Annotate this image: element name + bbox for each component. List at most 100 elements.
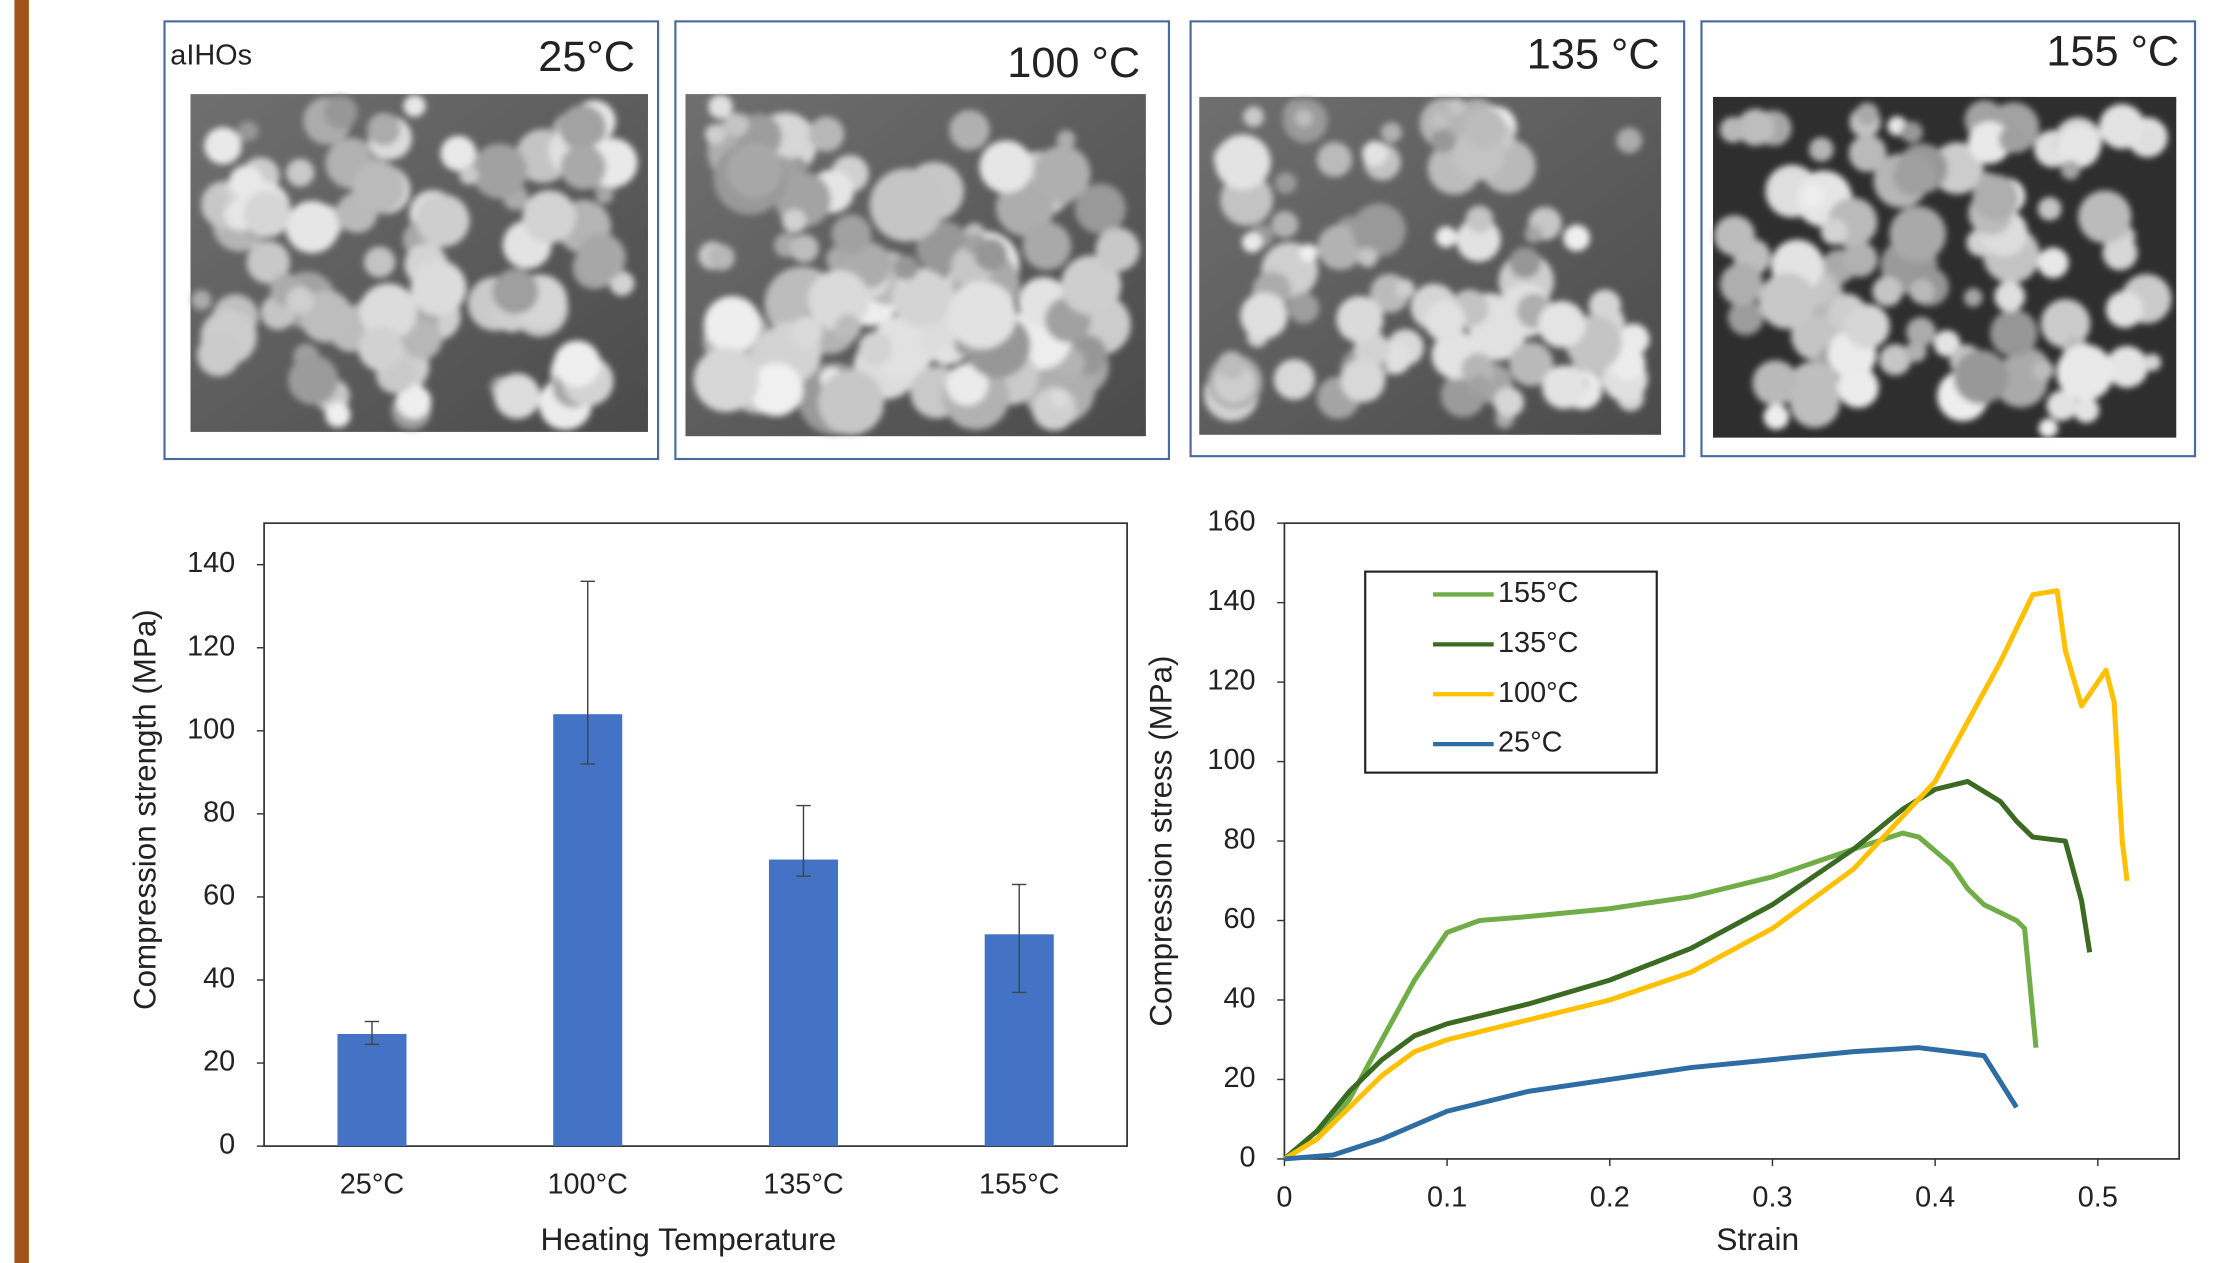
sem-particle — [791, 317, 822, 348]
sem-particle — [286, 159, 314, 187]
sem-particle — [1023, 222, 1072, 270]
sem-particle — [367, 113, 400, 146]
sem-particle — [1821, 218, 1848, 244]
sem-particle — [1317, 142, 1352, 177]
sem-particle — [1990, 310, 2038, 357]
sem-particle — [1336, 296, 1383, 343]
sem-particle — [1893, 154, 1936, 196]
sem-particle — [243, 190, 291, 237]
y-tick-label: 80 — [203, 797, 235, 829]
sem-particle — [1720, 117, 1746, 143]
sem-particle — [1431, 113, 1448, 130]
sem-particle — [818, 370, 884, 435]
sem-particle — [1436, 226, 1457, 247]
sem-particle — [577, 234, 625, 282]
sem-particle — [979, 141, 1032, 193]
sem-particle — [1509, 247, 1541, 278]
y-tick-label: 20 — [203, 1046, 235, 1078]
x-tick-label: 0 — [1276, 1182, 1292, 1214]
sem-particle — [1906, 317, 1936, 346]
sem-particle — [2073, 397, 2099, 422]
sem-particle — [288, 355, 338, 405]
sem-particle — [858, 332, 892, 366]
sem-particle — [782, 209, 806, 233]
sem-particle — [1809, 137, 1834, 161]
page: {"panels": [ {"sample": "aIHOs", "label"… — [0, 0, 2234, 1263]
sem-particle — [1801, 184, 1825, 208]
sem-particle — [1217, 351, 1245, 379]
sem-particle — [832, 215, 872, 254]
sem-particle — [2144, 354, 2162, 371]
x-tick-label: 0.2 — [1590, 1182, 1630, 1214]
bar — [769, 860, 838, 1147]
panel-label: 100 °C — [1007, 39, 1140, 87]
sem-particle — [708, 95, 733, 119]
series-line — [1284, 781, 2089, 1158]
sem-particle — [1469, 375, 1489, 395]
sem-particle — [324, 95, 358, 129]
sem-particle — [709, 245, 735, 271]
sem-particle — [705, 124, 725, 144]
sem-particle — [358, 326, 403, 371]
sem-particle — [704, 296, 761, 352]
sem-particle — [1243, 107, 1264, 127]
sem-particle — [1295, 109, 1313, 126]
sem-particle — [325, 402, 350, 427]
y-tick-label: 120 — [187, 630, 235, 662]
sem-image — [1199, 97, 1661, 435]
sem-image — [190, 94, 647, 432]
sem-particle — [1395, 279, 1414, 298]
sem-particle — [724, 113, 748, 137]
x-axis-label: Strain — [1716, 1221, 1799, 1257]
y-tick-label: 0 — [1239, 1142, 1255, 1174]
y-tick-label: 20 — [1223, 1062, 1255, 1094]
bar — [553, 714, 622, 1146]
sem-particle — [410, 260, 466, 315]
sem-particle — [1790, 378, 1840, 427]
y-tick-label: 60 — [1223, 903, 1255, 935]
y-tick-label: 0 — [219, 1129, 235, 1161]
sem-particle — [441, 136, 477, 171]
sem-particle — [472, 144, 528, 199]
sem-particle — [727, 143, 782, 198]
sem-particle — [352, 161, 405, 213]
sem-particle — [2038, 247, 2069, 278]
sem-particle — [2039, 419, 2058, 438]
sem-particle — [404, 95, 426, 117]
sem-particle — [286, 287, 313, 314]
panel-label: 155 °C — [2046, 28, 2179, 76]
sem-image — [1713, 97, 2176, 438]
sem-particle — [554, 341, 601, 387]
sem-particle — [1341, 358, 1386, 402]
sem-particle — [1381, 122, 1402, 143]
sem-particle — [1889, 206, 1946, 262]
sem-particle — [894, 255, 919, 279]
x-tick-label: 0.1 — [1427, 1182, 1467, 1214]
sem-particle — [1542, 365, 1586, 409]
y-axis-label: Compression stress (MPa) — [1142, 656, 1178, 1027]
sem-particle — [191, 290, 211, 310]
x-tick-label: 0.3 — [1752, 1182, 1792, 1214]
sem-particle — [197, 334, 240, 376]
sem-particle — [935, 346, 955, 366]
sem-particle — [1242, 232, 1263, 252]
y-tick-label: 160 — [1207, 506, 1255, 538]
sem-particle — [2038, 197, 2062, 220]
sem-particle — [948, 281, 1017, 349]
sem-particle — [2078, 191, 2131, 244]
sem-particle — [2056, 344, 2113, 400]
sem-particle — [1358, 248, 1378, 268]
sem-particle — [1362, 141, 1388, 166]
sem-particle — [1050, 390, 1068, 408]
sem-particle — [1299, 244, 1317, 262]
sem-particle — [1240, 292, 1287, 339]
sem-particle — [1466, 206, 1494, 233]
legend-label: 25°C — [1498, 727, 1562, 759]
sem-particle — [1464, 107, 1505, 148]
sem-particle — [790, 234, 819, 262]
x-tick-label: 25°C — [340, 1169, 404, 1201]
sem-particle — [1352, 203, 1406, 256]
x-tick-label: 0.5 — [2078, 1182, 2118, 1214]
sem-particle — [1448, 98, 1466, 116]
sem-particle — [1844, 304, 1889, 349]
